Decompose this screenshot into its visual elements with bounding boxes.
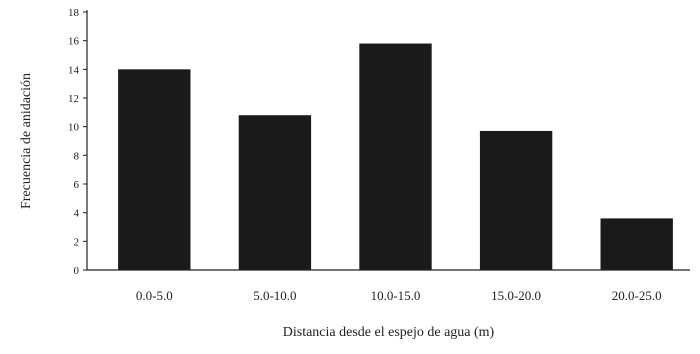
y-tick-label: 14 — [68, 64, 80, 76]
bar-10.0-15.0 — [359, 43, 432, 271]
x-tick-label: 20.0-25.0 — [612, 288, 662, 303]
y-tick-label: 16 — [68, 36, 80, 48]
x-tick-label: 0.0-5.0 — [136, 288, 173, 303]
y-tick-label: 12 — [68, 93, 79, 105]
y-tick-label: 2 — [74, 236, 80, 248]
x-tick-label: 10.0-15.0 — [371, 288, 421, 303]
x-tick-label: 5.0-10.0 — [253, 288, 296, 303]
y-ticks-layer: 0 2 4 6 8 10 12 14 16 18 — [68, 7, 87, 277]
y-tick-label: 10 — [68, 122, 80, 134]
bar-0.0-5.0 — [118, 69, 191, 270]
y-tick-label: 0 — [74, 265, 80, 277]
x-tick-label: 15.0-20.0 — [491, 288, 541, 303]
x-axis-title: Distancia desde el espejo de agua (m) — [283, 325, 495, 340]
y-tick-label: 6 — [74, 179, 80, 191]
y-tick-label: 8 — [74, 150, 80, 162]
y-tick-label: 18 — [68, 7, 80, 19]
bars-layer — [118, 43, 673, 271]
y-tick-label: 4 — [74, 208, 80, 220]
axes-layer — [86, 10, 690, 271]
bar-20.0-25.0 — [600, 218, 673, 270]
bar-15.0-20.0 — [479, 130, 553, 270]
x-tick-labels-layer: 0.0-5.0 5.0-10.0 10.0-15.0 15.0-20.0 20.0-25… — [136, 288, 662, 303]
bar-5.0-10.0 — [238, 115, 312, 270]
y-axis-title: Frecuencia de anidación — [19, 73, 34, 209]
